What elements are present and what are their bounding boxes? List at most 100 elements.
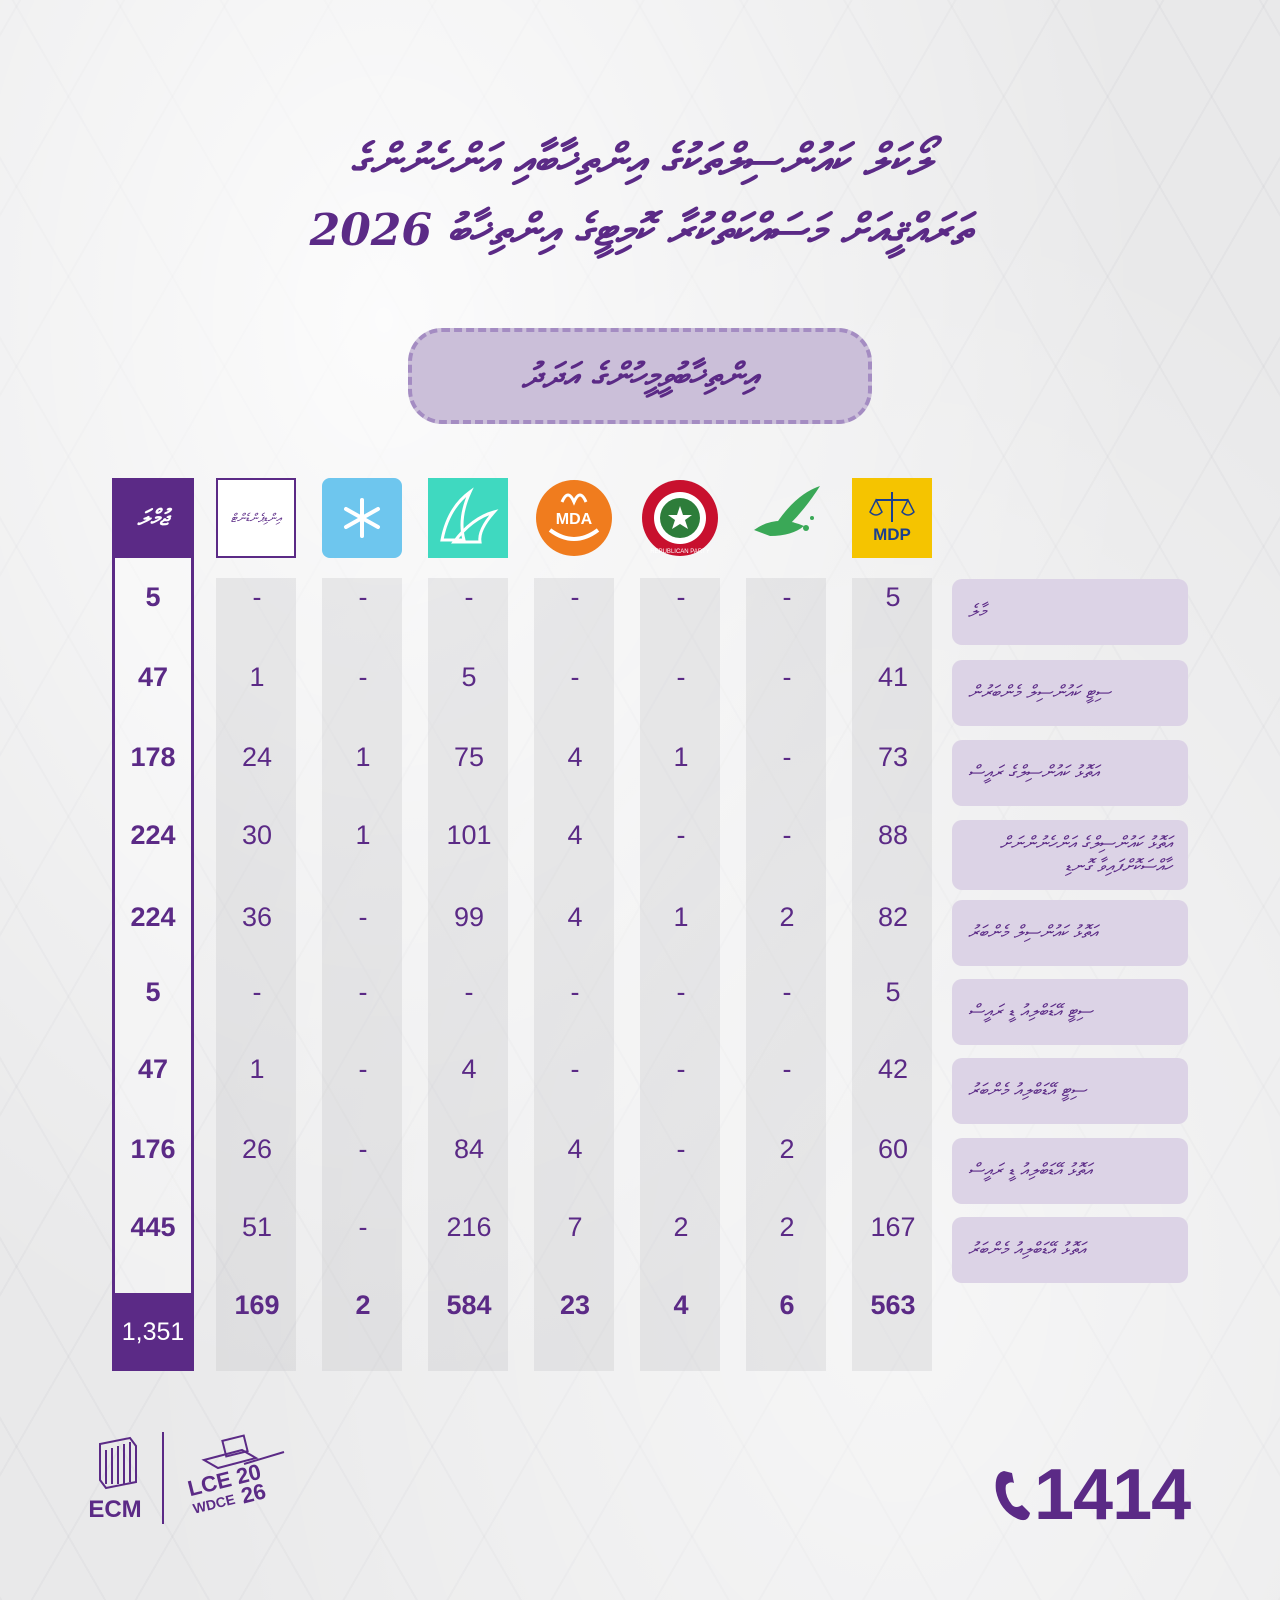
column-total: 563 (870, 1290, 916, 1320)
row-total: 224 (130, 902, 176, 932)
table-cell: 101 (446, 820, 492, 850)
total-header-label: ޖުމްލަ (137, 505, 169, 531)
row-label: އަތޮޅު ކައުންސިލްގެ ރައީސް (952, 740, 1188, 806)
table-cell: - (676, 820, 686, 850)
independent-icon: އިންޑިޕެންޑެންޓް (216, 478, 296, 558)
table-cell: 1 (249, 662, 265, 692)
table-cell: - (676, 977, 686, 1007)
asterisk-logo-icon (322, 478, 402, 558)
table-cell: 5 (885, 582, 901, 612)
table-cell: 84 (453, 1134, 485, 1164)
row-total: 178 (130, 742, 176, 772)
column-bg-independent (216, 578, 296, 1371)
table-cell: - (782, 820, 792, 850)
column-bg-republican (640, 578, 720, 1371)
mdp-logo-icon: MDP (852, 478, 932, 558)
table-cell: 4 (567, 820, 583, 850)
ballot-box-icon: LCE WDCE 20 26 (185, 1434, 285, 1517)
table-cell: 82 (877, 902, 909, 932)
row-total: 445 (130, 1212, 176, 1242)
row-label: ސިޓީ އޭޑަބްލިއު ޑީ ރައީސް (952, 979, 1188, 1045)
wings-logo-icon (428, 478, 508, 558)
row-total: 5 (145, 582, 161, 612)
ecm-logo: ECM (80, 1432, 150, 1523)
table-cell: 167 (870, 1212, 916, 1242)
table-cell: 4 (461, 1054, 477, 1084)
republican-party-logo-icon: REPUBLICAN PARTY (640, 478, 720, 558)
grand-total: 1,351 (112, 1293, 194, 1371)
table-cell: 24 (241, 742, 273, 772)
table-cell: 1 (355, 742, 371, 772)
row-label: ސިޓީ ކައުންސިލް މެންބަރުން (952, 660, 1188, 726)
ecm-logo-icon (99, 1436, 137, 1490)
column-total: 6 (779, 1290, 795, 1320)
table-cell: - (782, 742, 792, 772)
table-cell: 2 (779, 902, 795, 932)
table-cell: 2 (779, 1212, 795, 1242)
page-title-line-2: ތަރައްޤީއަށް މަސައްކަތްކުރާ ކޮމިޓީގެ އިނ… (309, 205, 971, 256)
mdp-logo-label: MDP (873, 525, 911, 544)
row-label: އަތޮޅު އޭޑަބްލިއު ޑީ ރައީސް (952, 1138, 1188, 1204)
lce-wdce-logo: LCE WDCE 20 26 (184, 1432, 294, 1522)
mda-logo-label: MDA (556, 511, 593, 528)
year-label-a: 20 (234, 1459, 264, 1489)
table-cell: 4 (567, 1134, 583, 1164)
table-cell: - (676, 1134, 686, 1164)
row-label: އަތޮޅު ކައުންސިލްގެ އަންހެނުންނަށް ހާއްސ… (952, 820, 1188, 890)
table-cell: - (358, 582, 368, 612)
table-cell: - (782, 582, 792, 612)
row-label: އަތޮޅު އޭޑަބްލިއު މެންބަރު (952, 1217, 1188, 1283)
total-header: ޖުމްލަ (112, 478, 194, 558)
table-cell: 30 (241, 820, 273, 850)
table-cell: - (358, 1134, 368, 1164)
table-cell: 36 (241, 902, 273, 932)
table-cell: 7 (567, 1212, 583, 1242)
mda-logo-icon: MDA (534, 478, 614, 558)
total-column (112, 478, 194, 1371)
year-label-b: 26 (239, 1478, 269, 1508)
phone-icon (995, 1471, 1030, 1521)
table-cell: 99 (453, 902, 485, 932)
table-cell: - (782, 977, 792, 1007)
table-cell: - (570, 977, 580, 1007)
hotline-number: 1414 (1034, 1455, 1191, 1535)
column-bg-dove (746, 578, 826, 1371)
column-total: 4 (673, 1290, 689, 1320)
subtitle-text: އިންތިޚާބުވީމީހުންގެ އަދަދު (522, 356, 758, 396)
table-cell: - (782, 662, 792, 692)
table-cell: - (464, 977, 474, 1007)
table-cell: 2 (673, 1212, 689, 1242)
table-cell: 216 (446, 1212, 492, 1242)
republican-logo-label: REPUBLICAN PARTY (650, 549, 709, 555)
table-cell: - (358, 977, 368, 1007)
table-cell: 41 (877, 662, 909, 692)
column-bg-mdp (852, 578, 932, 1371)
dove-logo-icon (746, 478, 826, 558)
table-cell: - (676, 582, 686, 612)
footer-divider (162, 1432, 164, 1524)
row-total: 47 (137, 662, 169, 692)
row-label: ސިޓީ އޭޑަބްލިއު މެންބަރު (952, 1058, 1188, 1124)
column-bg-asterisk (322, 578, 402, 1371)
table-cell: - (252, 977, 262, 1007)
page-title-line-1: ލޯކަލް ކައުންސިލްތަކުގެ އިންތިޚާބާއި އަނ… (350, 135, 930, 186)
hotline[interactable]: 1414 (990, 1455, 1210, 1535)
independent-label: އިންޑިޕެންޑެންޓް (230, 510, 282, 525)
table-cell: - (358, 662, 368, 692)
table-cell: 4 (567, 902, 583, 932)
row-total: 47 (137, 1054, 169, 1084)
table-cell: 5 (461, 662, 477, 692)
table-cell: - (570, 662, 580, 692)
column-bg-wings (428, 578, 508, 1371)
table-cell: - (676, 1054, 686, 1084)
row-label: މާލެ (952, 579, 1188, 645)
table-cell: - (570, 1054, 580, 1084)
column-total: 23 (559, 1290, 591, 1320)
table-cell: 1 (355, 820, 371, 850)
table-cell: - (358, 1212, 368, 1242)
table-cell: 4 (567, 742, 583, 772)
column-total: 169 (234, 1290, 280, 1320)
subtitle-pill: އިންތިޚާބުވީމީހުންގެ އަދަދު (408, 328, 872, 424)
table-cell: 2 (779, 1134, 795, 1164)
row-total: 224 (130, 820, 176, 850)
